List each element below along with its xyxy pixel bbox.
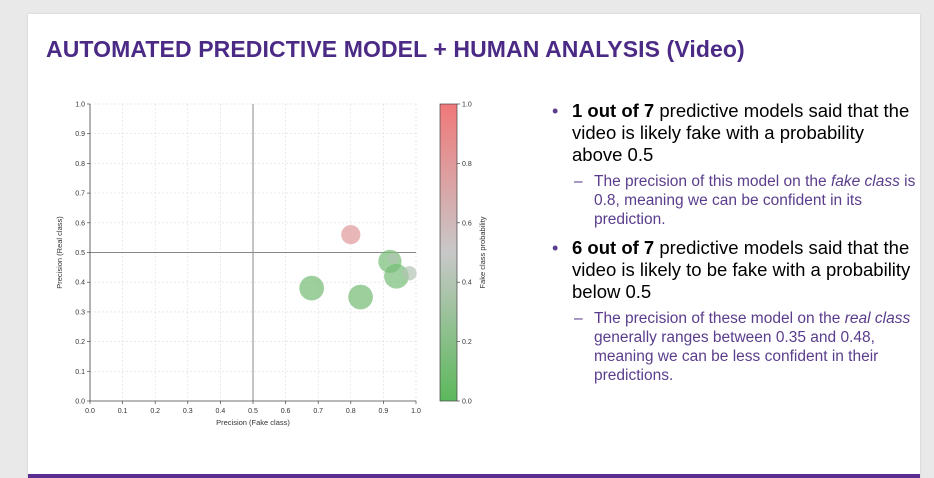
- x-tick-label: 0.2: [150, 408, 160, 415]
- colorbar-tick-label: 0.0: [462, 399, 472, 406]
- colorbar-tick-label: 1.0: [462, 102, 472, 109]
- bullet-dot: •: [552, 238, 559, 258]
- data-point: [387, 252, 399, 265]
- x-tick-label: 0.3: [183, 408, 193, 415]
- y-tick-label: 0.0: [75, 399, 85, 406]
- y-tick-label: 0.3: [75, 309, 85, 316]
- colorbar-label: Fake class probability: [478, 216, 487, 288]
- y-tick-label: 0.9: [75, 131, 85, 138]
- colorbar-tick-label: 0.8: [462, 161, 472, 168]
- y-tick-label: 0.5: [75, 250, 85, 257]
- bullet-2-sub: – The precision of these model on the re…: [546, 309, 916, 385]
- sub-dash: –: [574, 310, 583, 327]
- bullet-dot: •: [552, 101, 559, 121]
- bullet-2-bold: 6 out of 7: [572, 237, 655, 258]
- bullet-1-bold: 1 out of 7: [572, 100, 655, 121]
- data-point: [402, 266, 417, 281]
- colorbar-tick-label: 0.4: [462, 280, 472, 287]
- x-tick-label: 0.8: [346, 408, 356, 415]
- y-tick-label: 0.6: [75, 220, 85, 227]
- scatter-chart: 0.0 0.1 0.2 0.3 0.4 0.5 0.6 0.7 0.8 0.9 1.0 0.0 0.1 0…: [48, 94, 508, 444]
- slide: AUTOMATED PREDICTIVE MODEL + HUMAN ANALY…: [28, 14, 920, 478]
- sub-dash: –: [574, 173, 583, 190]
- y-tick-label: 0.4: [75, 280, 85, 287]
- chart-svg: 0.0 0.1 0.2 0.3 0.4 0.5 0.6 0.7 0.8 0.9 1.0 0.0 0.1 0…: [55, 102, 487, 428]
- y-tick-label: 1.0: [75, 102, 85, 109]
- bullet-1-sub-post: is 0.8, meaning we can be confident in i…: [594, 173, 916, 228]
- x-tick-label: 1.0: [411, 408, 421, 415]
- y-tick-label: 0.8: [75, 161, 85, 168]
- bullet-2: • 6 out of 7 predictive models said that…: [546, 237, 916, 303]
- data-point: [299, 275, 325, 301]
- colorbar-tick-label: 0.6: [462, 220, 472, 227]
- x-tick-label: 0.9: [379, 408, 389, 415]
- x-tick-label: 0.0: [85, 408, 95, 415]
- y-tick-label: 0.1: [75, 369, 85, 376]
- bullet-2-sub-em: real class: [844, 310, 911, 327]
- colorbar-tick-label: 0.2: [462, 339, 472, 346]
- x-axis-label: Precision (Fake class): [216, 418, 290, 427]
- y-tick-label: 0.2: [75, 339, 85, 346]
- bullet-2-sub-pre: The precision of these model on the: [594, 310, 845, 327]
- bullet-2-sub-post: generally ranges between 0.35 and 0.48, …: [594, 329, 879, 384]
- bullet-1-sub: – The precision of this model on the fak…: [546, 172, 916, 229]
- slide-title: AUTOMATED PREDICTIVE MODEL + HUMAN ANALY…: [46, 36, 745, 62]
- bullet-1-sub-em: fake class: [830, 173, 900, 190]
- bullet-1: • 1 out of 7 predictive models said that…: [546, 100, 916, 166]
- bullet-2-text: predictive models said that the video is…: [572, 237, 911, 302]
- x-tick-label: 0.4: [216, 408, 226, 415]
- x-tick-label: 0.5: [248, 408, 258, 415]
- x-tick-label: 0.6: [281, 408, 291, 415]
- bullet-1-text: predictive models said that the video is…: [572, 100, 910, 165]
- x-tick-label: 0.7: [313, 408, 323, 415]
- data-point: [341, 225, 361, 245]
- y-axis-label: Precision (Real class): [55, 216, 64, 289]
- data-point: [384, 263, 409, 289]
- bullet-1-sub-pre: The precision of this model on the: [594, 173, 831, 190]
- x-tick-label: 0.1: [118, 408, 128, 415]
- y-tick-label: 0.7: [75, 191, 85, 198]
- bullet-list: • 1 out of 7 predictive models said that…: [546, 100, 916, 393]
- colorbar: [439, 103, 458, 402]
- data-point: [348, 284, 373, 310]
- footer-bar: [28, 474, 920, 478]
